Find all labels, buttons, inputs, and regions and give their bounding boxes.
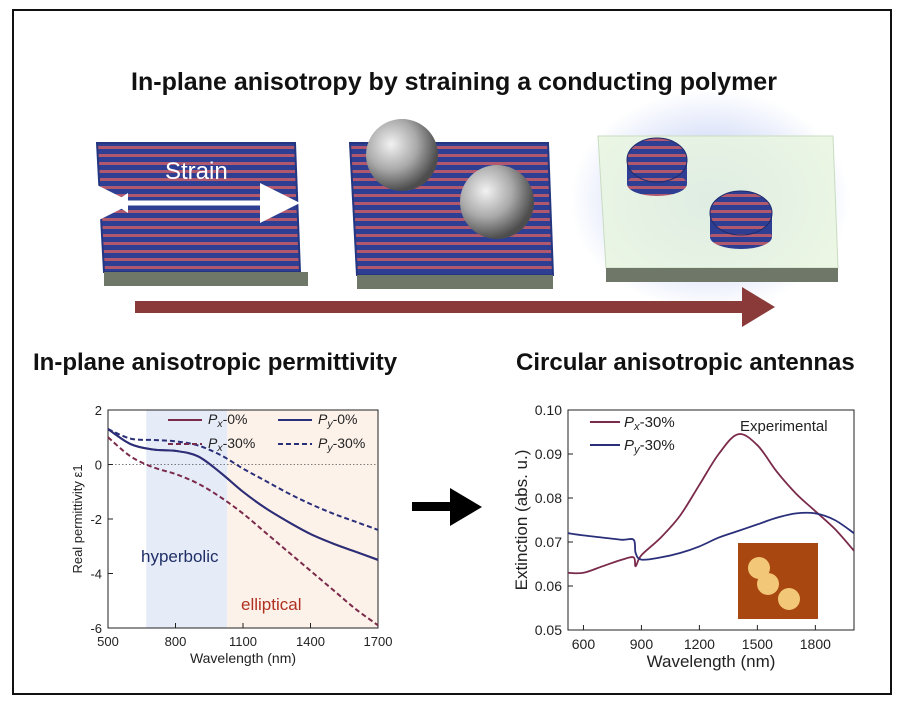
left-section-title: In-plane anisotropic permittivity [33, 349, 398, 376]
y-tick-label: 0.08 [535, 490, 562, 506]
plot-frame [567, 409, 855, 631]
sphere-mask [460, 165, 534, 239]
inset-particle [757, 573, 779, 595]
y-tick-label: -4 [90, 567, 102, 582]
process-arrow [135, 287, 775, 327]
y-tick-label: 0.10 [535, 402, 562, 418]
annotation-label: Experimental [740, 418, 828, 435]
y-tick-label: 0.07 [535, 534, 562, 550]
x-axis-label: Wavelength (nm) [647, 652, 776, 671]
y-tick-label: 0.09 [535, 446, 562, 462]
film-with-spheres [348, 119, 555, 289]
strain-label: Strain [165, 158, 228, 185]
legend-label: Py-30% [318, 435, 365, 454]
series-line-py-30% [567, 511, 855, 561]
inset-particle [778, 588, 800, 610]
antenna-disk [709, 190, 773, 249]
figure-frame [12, 9, 892, 695]
y-tick-label: 0 [95, 458, 102, 473]
y-axis-label: Real permittivity ε1 [70, 464, 85, 573]
x-axis-label: Wavelength (nm) [190, 650, 296, 666]
film-strained [93, 142, 308, 286]
x-tick-label: 1700 [364, 634, 393, 649]
sphere-mask [366, 119, 438, 191]
x-tick-label: 1100 [229, 634, 257, 649]
x-tick-label: 800 [165, 634, 187, 649]
x-tick-label: 1200 [684, 636, 715, 652]
legend-label: Py-0% [318, 411, 358, 430]
y-tick-label: -6 [90, 621, 102, 636]
series-line-px-30% [107, 436, 379, 627]
afm-inset-image [738, 543, 818, 619]
strain-illustration [93, 90, 850, 327]
right-section-title: Circular anisotropic antennas [516, 349, 855, 376]
region-elliptical [227, 410, 378, 628]
figure-title: In-plane anisotropy by straining a condu… [131, 68, 777, 96]
y-tick-label: 0.05 [535, 622, 562, 638]
x-tick-label: 1800 [800, 636, 831, 652]
legend-label: Px-0% [208, 411, 248, 430]
y-axis-label: Extinction (abs. u.) [512, 450, 531, 591]
legend-label: Px-30% [624, 414, 675, 433]
x-tick-label: 500 [97, 634, 119, 649]
inset-particle [748, 557, 770, 579]
series-line-py-30% [107, 428, 379, 531]
legend-label: Py-30% [624, 437, 675, 456]
y-tick-label: 2 [95, 403, 102, 418]
x-tick-label: 1500 [742, 636, 773, 652]
y-tick-label: -2 [90, 512, 102, 527]
film-with-disks [570, 90, 850, 310]
region-label-hyperbolic: hyperbolic [141, 547, 219, 566]
series-line-py-0% [107, 428, 379, 561]
x-tick-label: 600 [572, 636, 596, 652]
x-tick-label: 1400 [296, 634, 325, 649]
region-label-elliptical: elliptical [241, 595, 301, 614]
y-tick-label: 0.06 [535, 578, 562, 594]
region-hyperbolic [146, 410, 228, 628]
antenna-disk [626, 137, 688, 196]
series-line-px-30% [567, 433, 855, 575]
x-tick-label: 900 [630, 636, 654, 652]
legend-label: Px-30% [208, 435, 255, 454]
